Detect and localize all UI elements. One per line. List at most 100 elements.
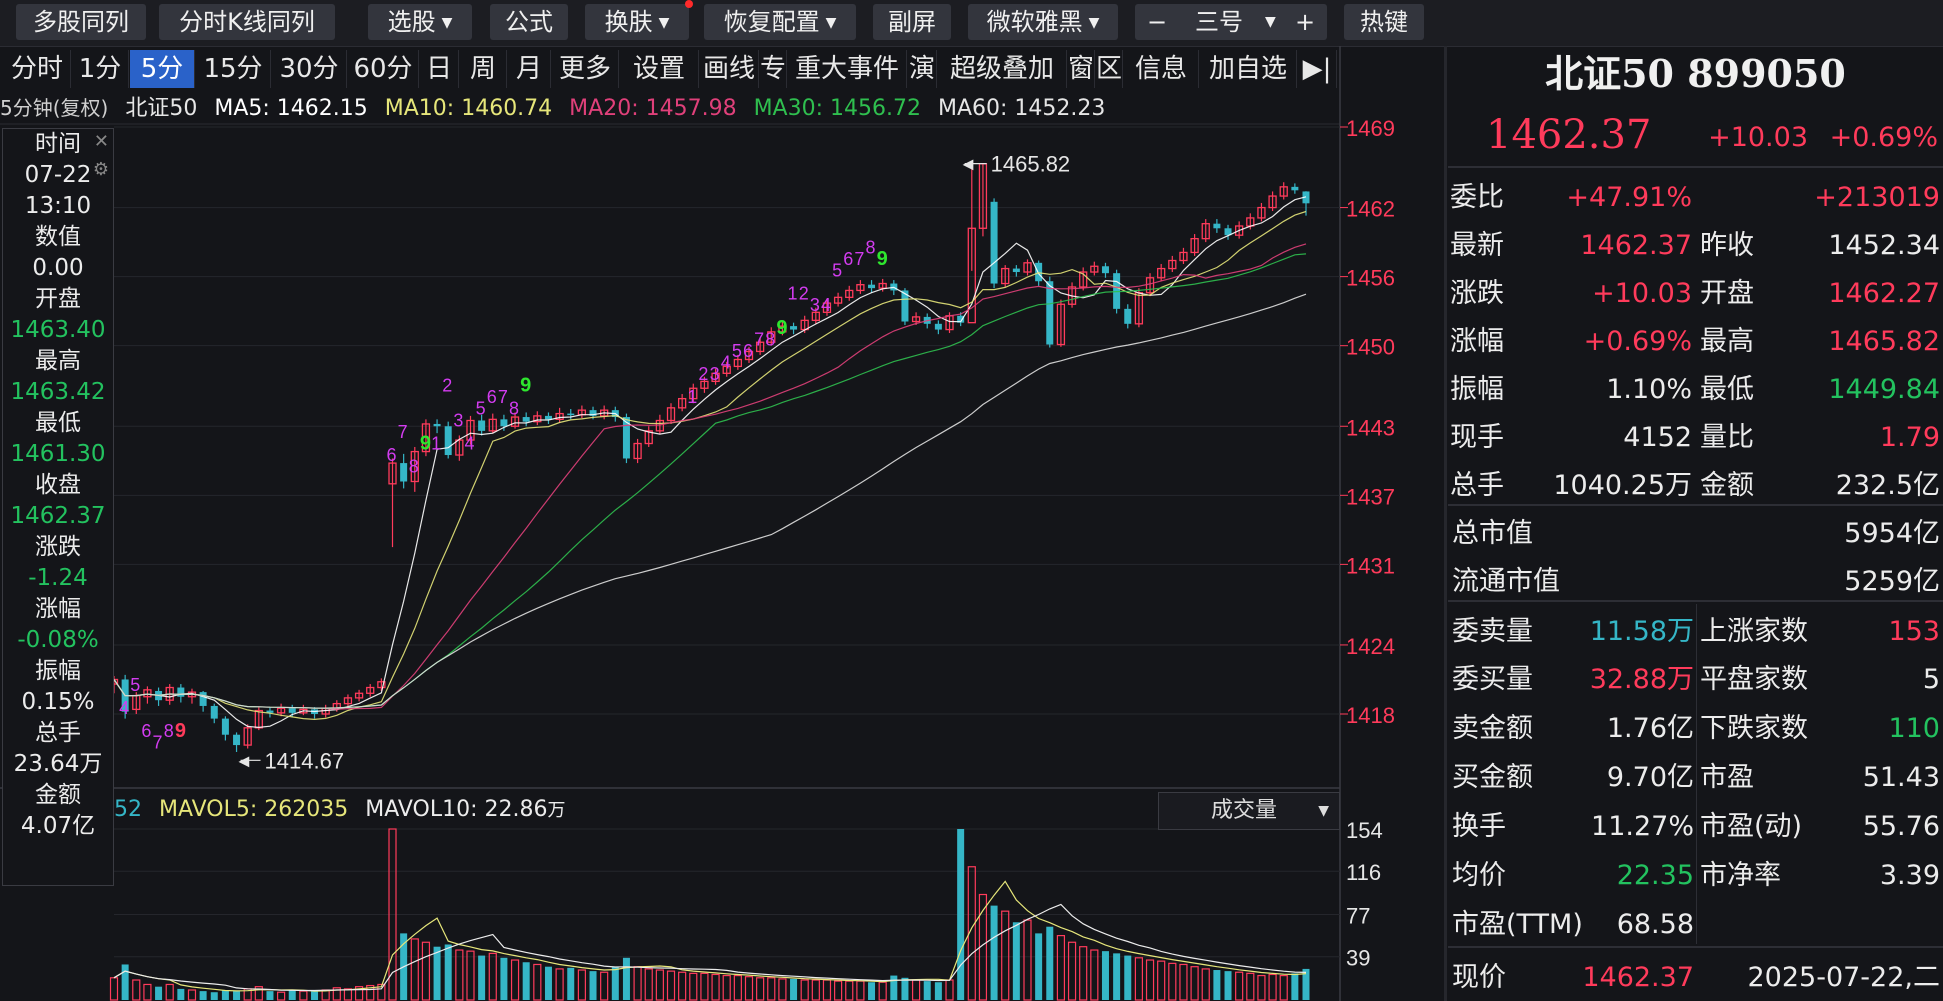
candle-body	[990, 201, 998, 284]
pe-dyn-value: 55.76	[1862, 811, 1940, 842]
volume-bar	[1168, 962, 1177, 1001]
tab-15[interactable]: 超级叠加	[938, 50, 1067, 88]
candle-body	[1035, 262, 1043, 282]
volume-bar	[1201, 968, 1210, 1001]
candle-body	[1023, 262, 1032, 273]
volume-bar	[834, 980, 843, 1001]
volume-bar	[845, 980, 854, 1001]
candle-body	[633, 442, 642, 460]
amount-value: 4.07亿	[20, 813, 96, 839]
tab-17[interactable]: 区	[1096, 50, 1123, 88]
td-sequence-mark: 9	[877, 248, 888, 270]
volume-bar	[165, 983, 174, 1001]
tab-18[interactable]: 信息	[1124, 50, 1199, 88]
volume-bar	[533, 963, 542, 1001]
change-value: -1.24	[28, 565, 88, 591]
font-label: 微软雅黑	[986, 8, 1083, 36]
mavol10-line	[113, 903, 1307, 992]
candle-body	[1235, 225, 1244, 236]
tab-0[interactable]: 分时	[4, 50, 71, 88]
volume-bar	[744, 976, 754, 1001]
ma10-value: MA10: 1460.74	[384, 96, 553, 121]
font-size-label[interactable]: 三号	[1195, 8, 1243, 36]
hotkey-button[interactable]: 热键	[1344, 4, 1424, 40]
price-axis-label: 1431	[1346, 553, 1395, 578]
font-size-increase-button[interactable]: +	[1295, 8, 1316, 36]
close-icon[interactable]: ✕	[93, 131, 109, 152]
volume-bar	[611, 966, 619, 1000]
restore-config-dropdown[interactable]: 恢复配置 ▼	[704, 4, 856, 40]
multi-stock-button[interactable]: 多股同列	[16, 4, 146, 40]
td-sequence-mark: 2	[698, 364, 708, 384]
tab-9[interactable]: 更多	[552, 50, 619, 88]
tab-7[interactable]: 周	[460, 50, 507, 88]
volume-bar	[1134, 957, 1143, 1001]
time-value: 13:10	[24, 193, 92, 219]
tab-10[interactable]: 设置	[620, 50, 699, 88]
skin-label: 换肤	[604, 8, 653, 36]
volume-bar	[1079, 946, 1088, 1001]
gear-icon[interactable]: ⚙	[92, 159, 109, 180]
amplitude-value: 0.15%	[21, 689, 95, 715]
td-sequence-mark: 7	[153, 733, 163, 753]
tab-12[interactable]: 专	[760, 50, 787, 88]
chevron-down-icon[interactable]: ▼	[1265, 14, 1276, 30]
candle-body	[689, 387, 698, 400]
td-sequence-mark: 6	[387, 445, 397, 465]
sub-screen-button[interactable]: 副屏	[873, 4, 951, 40]
candle-body	[1145, 277, 1155, 294]
volume-bar	[522, 962, 530, 1000]
formula-button[interactable]: 公式	[490, 4, 568, 40]
candle-body	[433, 423, 441, 427]
volume-bar	[266, 991, 274, 1000]
tab-13[interactable]: 重大事件	[788, 50, 907, 88]
select-stock-dropdown[interactable]: 选股 ▼	[368, 4, 472, 40]
td-sequence-mark: 6	[743, 341, 753, 361]
volume-bar	[1067, 941, 1077, 1001]
candle-body	[488, 418, 497, 432]
down-count-value: 110	[1888, 713, 1940, 744]
candle-body	[1257, 206, 1266, 219]
tab-6[interactable]: 日	[420, 50, 459, 88]
volume-bar	[488, 952, 497, 1001]
volume-bar	[299, 990, 308, 1001]
amount-label: 金额	[35, 782, 81, 808]
tab-4[interactable]: 30分	[272, 50, 347, 88]
font-size-decrease-button[interactable]: −	[1147, 8, 1168, 36]
high-label: 最高	[1700, 326, 1754, 357]
volume-bar	[177, 988, 185, 1000]
volume-bar	[767, 977, 776, 1001]
cur-hand-value: 4152	[1623, 422, 1692, 453]
skin-dropdown[interactable]: 换肤 ▼	[585, 0, 693, 40]
tab-16[interactable]: 窗	[1068, 50, 1095, 88]
volume-bar	[121, 964, 129, 1000]
volume-bar	[466, 950, 475, 1001]
cur-hand-label: 现手	[1450, 422, 1504, 453]
tab-5[interactable]: 60分	[348, 50, 419, 88]
tab-11[interactable]: 画线	[700, 50, 759, 88]
turnover-label: 换手	[1452, 811, 1506, 842]
buy-amt-label: 买金额	[1452, 762, 1533, 793]
td-sequence-mark: 3	[810, 295, 820, 315]
candle-body	[778, 325, 787, 333]
candle-body	[1079, 271, 1088, 288]
candle-body	[1168, 259, 1177, 270]
tab-3[interactable]: 15分	[196, 50, 271, 88]
top-toolbar: 多股同列 分时K线同列 选股 ▼ 公式 换肤 ▼ 恢复配置 ▼ 副屏 微软雅黑 ▼ − …	[0, 0, 1943, 47]
tab-20[interactable]: ▶|	[1298, 50, 1337, 88]
candle-body	[288, 708, 296, 713]
tab-2[interactable]: 5分	[130, 50, 195, 88]
tab-8[interactable]: 月	[508, 50, 551, 88]
tab-14[interactable]: 演	[908, 50, 937, 88]
candle-body	[1224, 228, 1232, 236]
tab-1[interactable]: 1分	[72, 50, 129, 88]
candle-body	[466, 419, 475, 441]
intraday-k-button[interactable]: 分时K线同列	[159, 4, 335, 40]
td-sequence-mark: 3	[710, 364, 720, 384]
font-dropdown[interactable]: 微软雅黑 ▼	[968, 4, 1118, 40]
volume-bar	[510, 959, 520, 1001]
candle-body	[410, 450, 419, 483]
tab-19[interactable]: 加自选	[1200, 50, 1297, 88]
volume-indicator-dropdown[interactable]: 成交量 ▼	[1158, 792, 1340, 830]
